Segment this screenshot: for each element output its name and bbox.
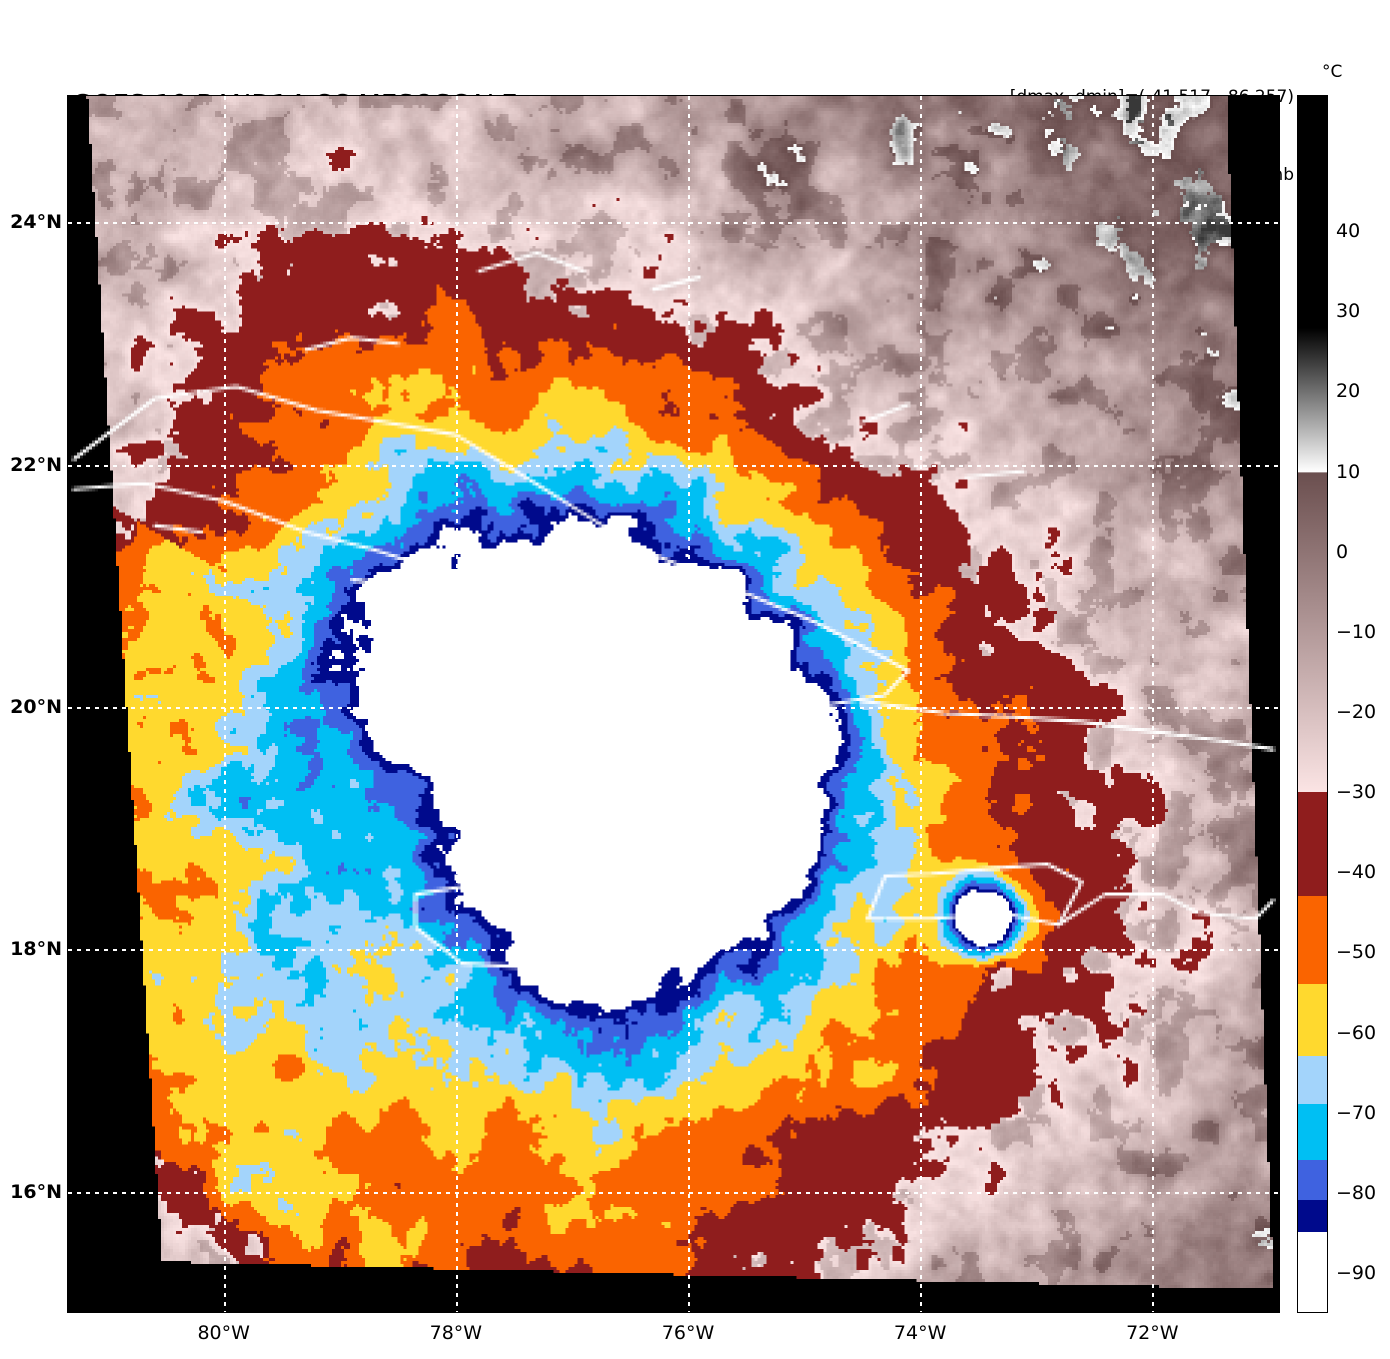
- lon-tick-label-80: 80°W: [197, 1322, 250, 1344]
- colorbar-tick--60: −60: [1336, 1021, 1377, 1044]
- lat-tick-label-20: 20°N: [10, 696, 62, 719]
- colorbar-tick-40: 40: [1336, 220, 1361, 243]
- colorbar-tick--20: −20: [1336, 701, 1377, 723]
- satellite-image-plot[interactable]: Copyright © 2020-2025 Dapiya: [67, 95, 1280, 1313]
- colorbar-tick-30: 30: [1336, 300, 1361, 323]
- lat-tick-label-24: 24°N: [10, 211, 62, 234]
- colorbar-tick-0: 0: [1336, 540, 1349, 563]
- lat-tick-label-16: 16°N: [10, 1180, 62, 1203]
- lat-tick-label-22: 22°N: [10, 453, 62, 476]
- colorbar-gradient: [1298, 96, 1327, 1312]
- lon-tick-label-76: 76°W: [661, 1322, 715, 1344]
- colorbar-tick--30: −30: [1336, 781, 1377, 804]
- colorbar-tick--10: −10: [1336, 620, 1377, 643]
- colorbar-tick-10: 10: [1336, 460, 1361, 483]
- lon-tick-label-72: 72°W: [1126, 1322, 1179, 1344]
- colorbar-tick-20: 20: [1336, 380, 1361, 403]
- lon-tick-label-78: 78°W: [429, 1322, 483, 1344]
- lon-tick-label-74: 74°W: [893, 1322, 947, 1344]
- colorbar-tick--80: −80: [1336, 1181, 1377, 1204]
- lat-tick-label-18: 18°N: [10, 938, 62, 961]
- colorbar-tick--40: −40: [1336, 861, 1377, 884]
- colorbar-tick--50: −50: [1336, 941, 1377, 964]
- colorbar-tick--70: −70: [1336, 1101, 1377, 1124]
- colorbar-tick--90: −90: [1336, 1261, 1377, 1284]
- colorbar[interactable]: [1297, 95, 1328, 1313]
- colorbar-unit-label: °C: [1322, 62, 1343, 82]
- ir-brightness-temperature-raster: [68, 96, 1279, 1312]
